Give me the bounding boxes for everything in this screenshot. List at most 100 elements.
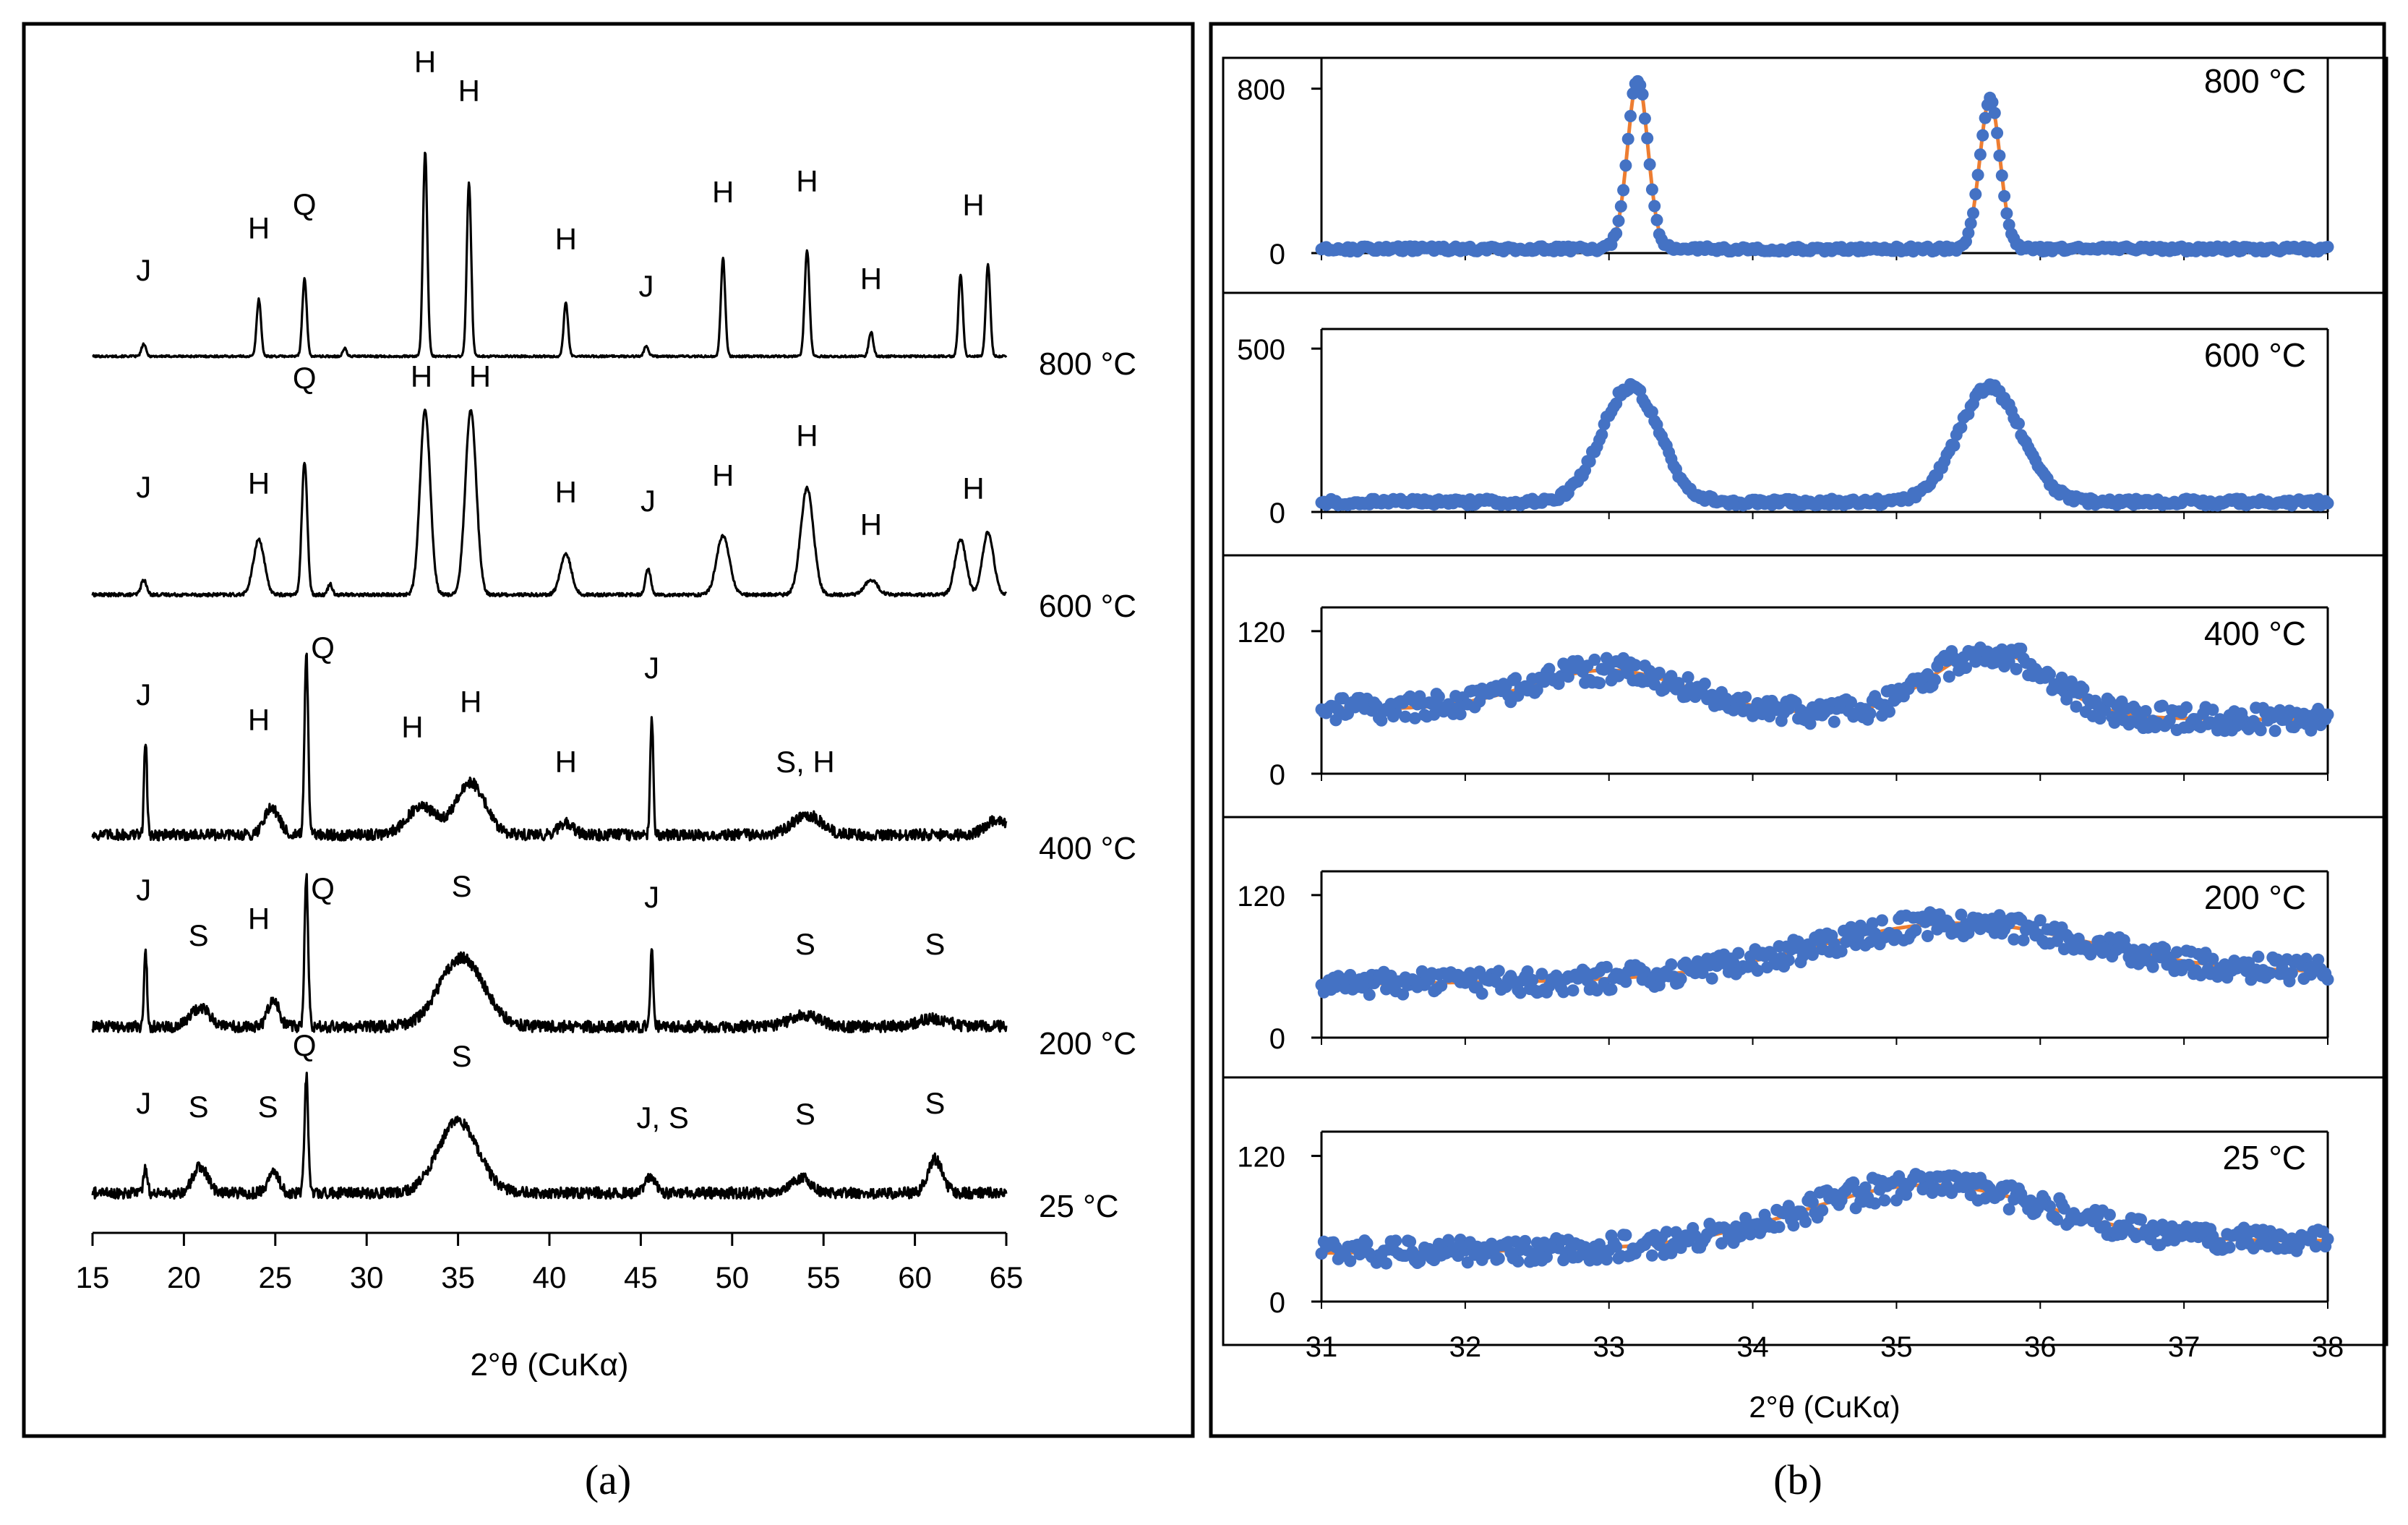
data-point	[1969, 188, 1982, 201]
peak-annotation: Q	[293, 187, 317, 221]
xrd-pattern-line	[91, 652, 1008, 842]
peak-annotation: H	[460, 685, 481, 719]
data-point	[1645, 406, 1658, 419]
peak-annotation: H	[411, 359, 432, 393]
data-point	[2008, 933, 2021, 946]
data-point	[1512, 1255, 1525, 1268]
data-point	[1432, 691, 1445, 703]
data-point	[1600, 960, 1613, 973]
data-point	[1720, 692, 1733, 705]
data-point	[1883, 705, 1895, 718]
data-point	[1593, 677, 1606, 690]
data-point	[1629, 659, 1642, 672]
data-point	[2276, 1230, 2289, 1243]
data-point	[1605, 983, 1618, 996]
panel-b-frame	[1209, 22, 2386, 1438]
peak-annotation: S	[452, 1039, 472, 1073]
peak-annotation: Q	[293, 361, 317, 395]
xrd-pattern-line	[91, 873, 1008, 1034]
data-point	[2000, 207, 2013, 220]
peak-annotation: S	[452, 869, 472, 903]
data-point	[1389, 1234, 1402, 1247]
data-point	[1380, 1257, 1392, 1270]
data-point	[1921, 930, 1934, 942]
data-point	[2268, 725, 2281, 738]
data-point	[2024, 1194, 2037, 1207]
data-point	[1641, 132, 1654, 145]
data-point	[1974, 148, 1987, 161]
data-point	[1337, 692, 1350, 705]
x-tick-label: 50	[715, 1260, 749, 1294]
peak-annotation: H	[248, 466, 270, 500]
series-label: 800 °C	[1039, 346, 1136, 382]
data-point	[2170, 946, 2183, 959]
data-point	[2206, 952, 2219, 965]
x-tick-label: 35	[441, 1260, 475, 1294]
peak-annotation: H	[248, 703, 270, 737]
data-point	[2017, 934, 2030, 947]
caption-b: (b)	[1773, 1456, 1822, 1503]
peak-annotation: S	[795, 927, 815, 961]
peak-annotation: S	[925, 927, 945, 961]
data-point	[1397, 988, 1410, 1001]
x-tick-label: 15	[76, 1260, 110, 1294]
data-point	[1404, 1235, 1417, 1248]
data-point	[2321, 241, 2334, 253]
data-point	[1363, 988, 1376, 1001]
subplot-temperature-label: 400 °C	[2204, 615, 2306, 652]
data-point	[1845, 696, 1857, 709]
x-tick-label: 25	[258, 1260, 292, 1294]
data-point	[2044, 668, 2056, 680]
data-point	[2146, 960, 2159, 973]
peak-annotation: H	[248, 211, 270, 245]
x-tick-label: 33	[1593, 1331, 1625, 1363]
peak-annotation: J	[640, 484, 656, 518]
data-point	[1782, 954, 1795, 967]
y-tick-label: 0	[1269, 759, 1285, 791]
data-point	[2139, 945, 2152, 958]
data-point	[1665, 958, 1678, 971]
data-point	[1950, 1170, 1963, 1183]
peak-annotation: H	[860, 262, 882, 296]
data-point	[2156, 699, 2169, 712]
data-point	[1408, 712, 1421, 725]
data-point	[2013, 417, 2025, 430]
data-point	[1869, 1197, 1882, 1210]
data-point	[1744, 1228, 1757, 1241]
data-point	[1991, 127, 2004, 140]
data-point	[2103, 1208, 2116, 1221]
data-point	[2252, 950, 2265, 963]
peak-annotation: H	[555, 745, 577, 779]
peak-annotation: J	[136, 470, 151, 504]
peak-annotation: S	[795, 1097, 815, 1131]
peak-annotation: J, S	[637, 1101, 689, 1135]
data-point	[1624, 110, 1637, 122]
subplot-temperature-label: 800 °C	[2204, 62, 2306, 100]
x-tick-label: 20	[167, 1260, 201, 1294]
data-point	[1361, 1236, 1374, 1250]
peak-annotation: H	[796, 164, 818, 198]
data-point	[2002, 1203, 2015, 1216]
data-point	[2223, 1241, 2236, 1254]
data-point	[1955, 421, 1968, 434]
data-point	[1681, 671, 1694, 684]
data-point	[1614, 200, 1627, 213]
data-point	[1583, 455, 1596, 468]
x-tick-label: 31	[1306, 1331, 1338, 1363]
peak-annotation: J	[644, 880, 659, 914]
data-point	[1804, 717, 1817, 730]
data-point	[1998, 189, 2011, 202]
x-tick-label: 38	[2312, 1331, 2344, 1363]
subplot-frame	[1222, 291, 2388, 557]
data-point	[1988, 106, 2001, 119]
data-point	[1986, 95, 1999, 108]
y-tick-label: 120	[1237, 617, 1285, 649]
data-point	[2254, 724, 2267, 737]
data-point	[1782, 1200, 1795, 1213]
data-point	[2044, 1200, 2056, 1213]
data-point	[2305, 724, 2318, 737]
data-point	[2070, 700, 2083, 713]
data-point	[1619, 975, 1632, 988]
y-tick-label: 120	[1237, 881, 1285, 913]
